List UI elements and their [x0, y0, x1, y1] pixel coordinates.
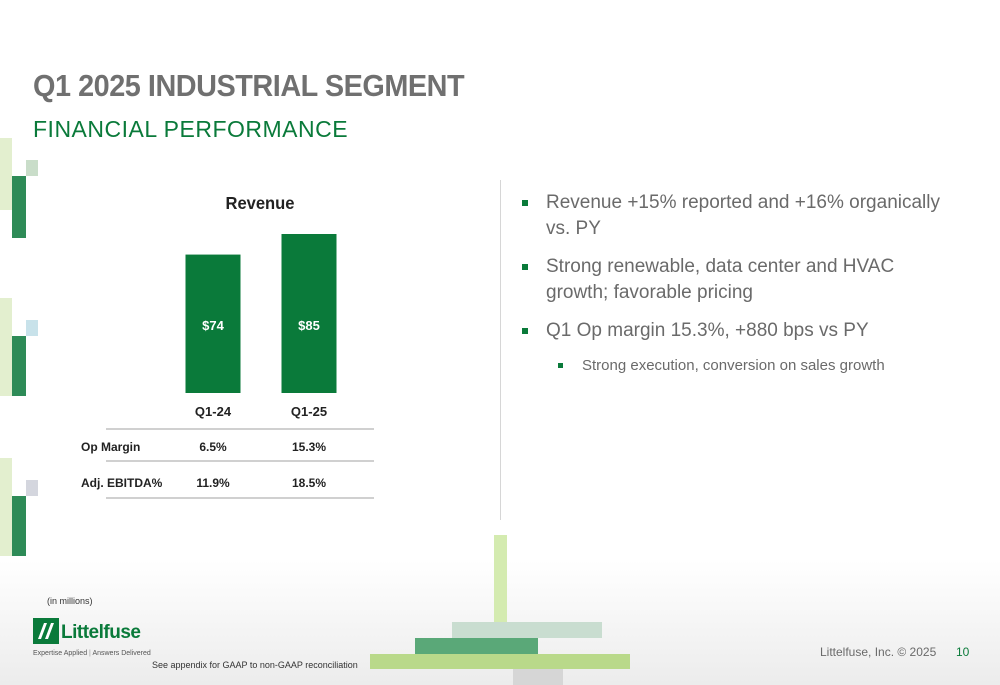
bar-group: $74 Q1-24 $85 Q1-25	[185, 234, 337, 419]
revenue-chart: Revenue $74 Q1-24 $85 Q1-25 Op Margin 6.5% 15…	[81, 192, 374, 499]
bar-q1-25	[281, 234, 337, 393]
units-note: (in millions)	[47, 596, 93, 606]
tagline-right: Answers Delivered	[92, 650, 151, 657]
bullet-list: Revenue +15% reported and +16% organical…	[520, 190, 940, 388]
table-cell: 18.5%	[292, 476, 326, 490]
tagline-left: Expertise Applied	[33, 650, 88, 657]
x-tick-label: Q1-24	[195, 404, 232, 419]
table-cell: 6.5%	[199, 440, 227, 454]
table-row-label: Adj. EBITDA%	[81, 476, 163, 490]
table-cell: 15.3%	[292, 440, 326, 454]
sub-bullet-item: Strong execution, conversion on sales gr…	[556, 356, 940, 376]
logo-tagline: Expertise Applied | Answers Delivered	[33, 650, 151, 657]
tagline-separator: |	[89, 650, 93, 657]
logo-wordmark: Littelfuse	[61, 622, 141, 643]
table-cell: 11.9%	[196, 476, 230, 490]
bullet-item: Revenue +15% reported and +16% organical…	[520, 190, 940, 242]
bullet-item: Strong renewable, data center and HVAC g…	[520, 254, 940, 306]
vertical-divider	[500, 180, 501, 520]
page-subtitle: FINANCIAL PERFORMANCE	[33, 116, 349, 142]
bar-q1-24	[185, 254, 241, 393]
bullet-item: Q1 Op margin 15.3%, +880 bps vs PY	[520, 318, 940, 344]
bar-value-label: $74	[202, 318, 224, 333]
table-row-label: Op Margin	[81, 440, 140, 454]
page-title: Q1 2025 INDUSTRIAL SEGMENT	[33, 68, 465, 103]
appendix-note: See appendix for GAAP to non-GAAP reconc…	[152, 660, 358, 670]
chart-title: Revenue	[226, 192, 295, 213]
copyright: Littelfuse, Inc. © 2025	[820, 645, 937, 659]
logo-mark-icon	[33, 618, 59, 644]
x-tick-label: Q1-25	[291, 404, 327, 419]
metrics-table: Op Margin 6.5% 15.3% Adj. EBITDA% 11.9% 18.5%	[81, 440, 326, 490]
littelfuse-logo: Littelfuse	[33, 618, 141, 649]
bar-value-label: $85	[298, 318, 320, 333]
page-number: 10	[956, 645, 970, 659]
